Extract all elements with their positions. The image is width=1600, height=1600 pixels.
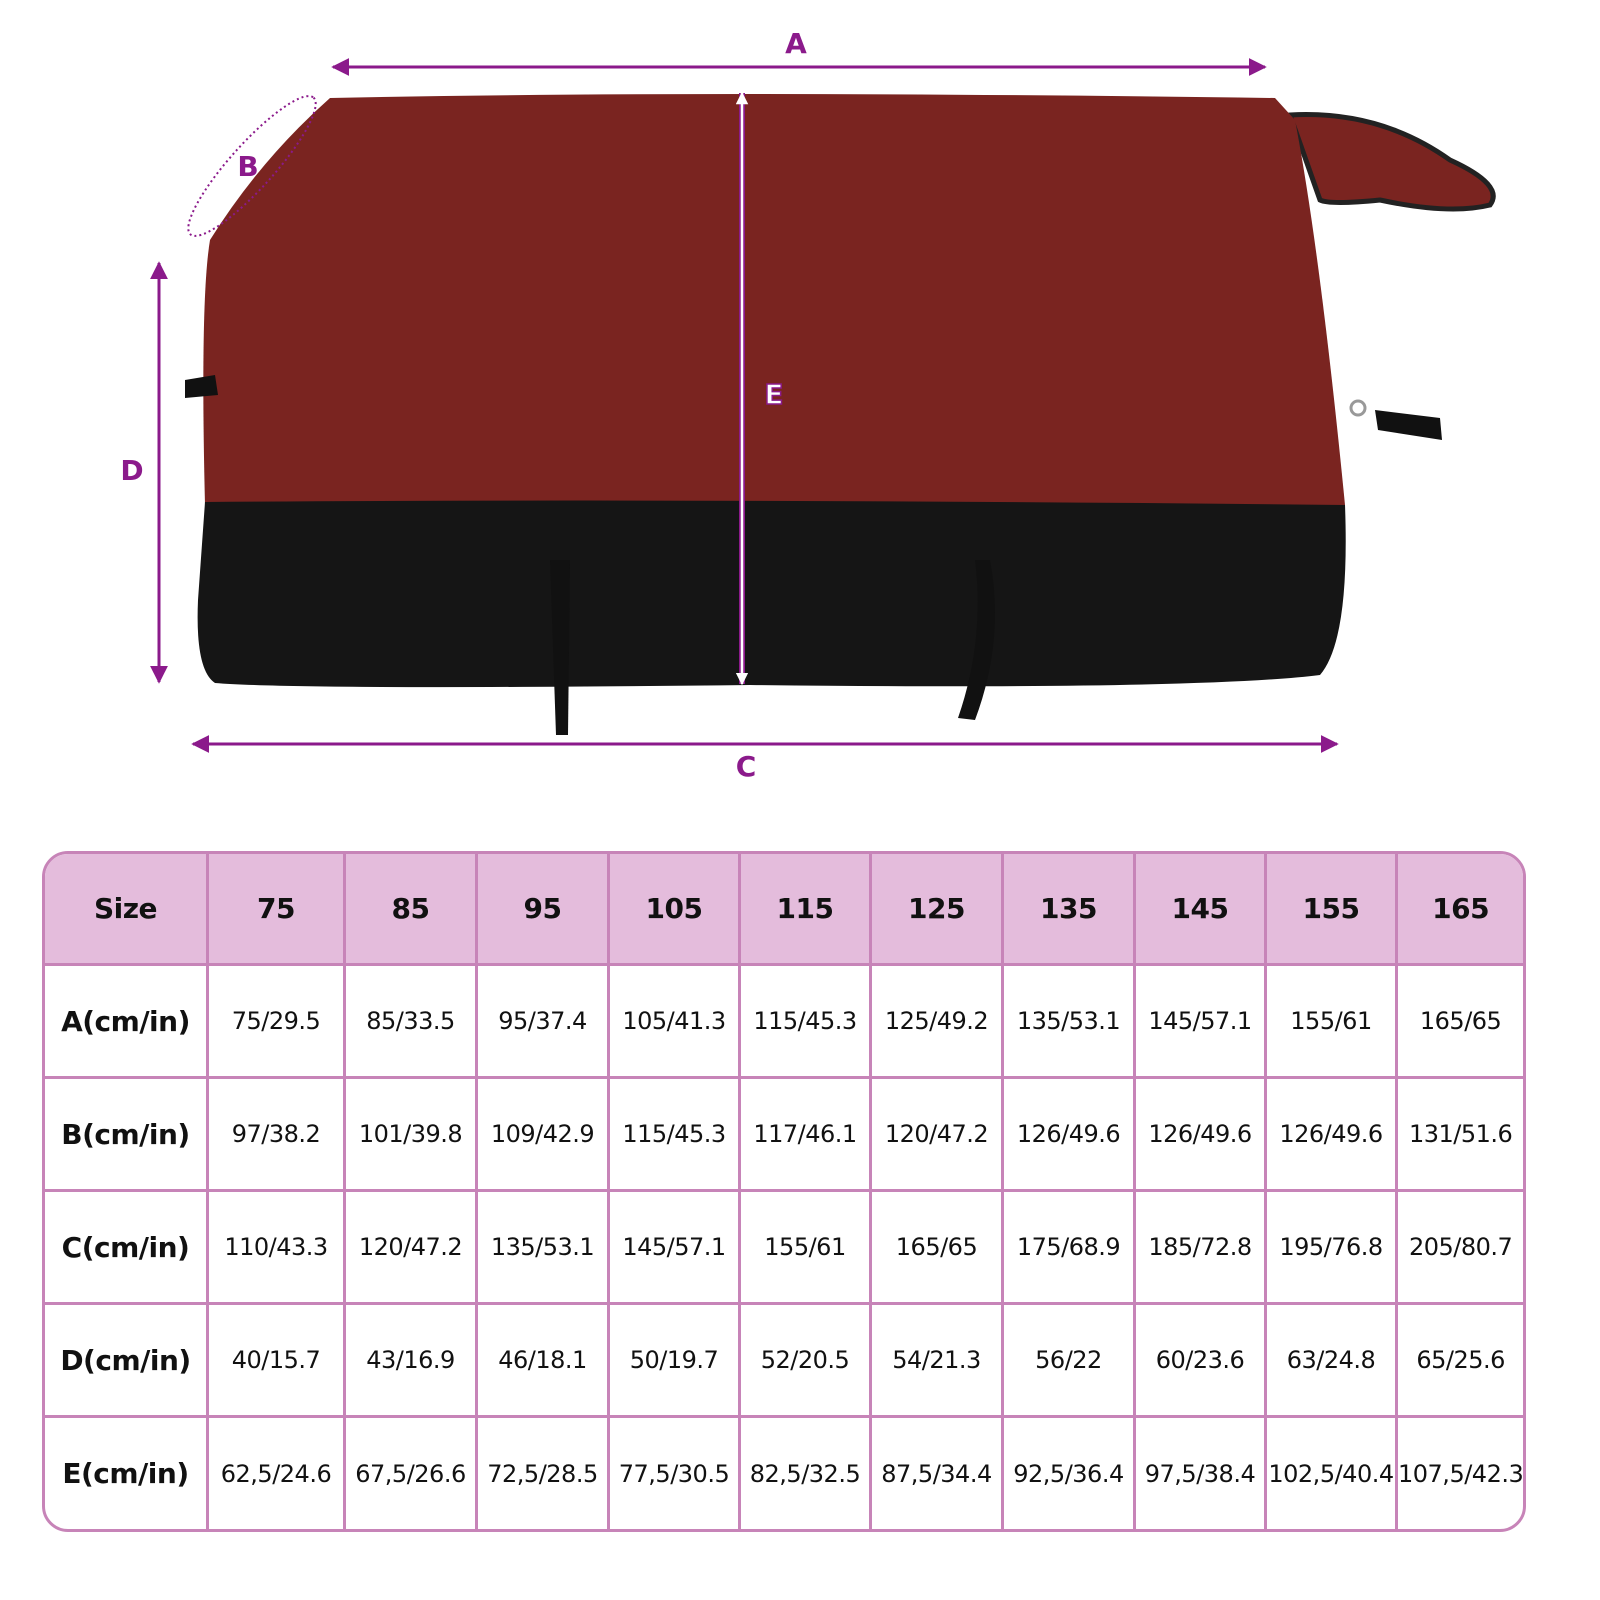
table-cell: 120/47.2 bbox=[872, 1079, 1004, 1192]
table-cell: 87,5/34.4 bbox=[872, 1418, 1004, 1529]
table-cell: 63/24.8 bbox=[1267, 1305, 1398, 1418]
table-cell: 105/41.3 bbox=[610, 966, 741, 1079]
row-label: B(cm/in) bbox=[45, 1079, 209, 1192]
row-label: D(cm/in) bbox=[45, 1305, 209, 1418]
header-size-155: 155 bbox=[1267, 854, 1398, 966]
table-cell: 135/53.1 bbox=[1004, 966, 1136, 1079]
table-cell: 43/16.9 bbox=[346, 1305, 478, 1418]
table-cell: 102,5/40.4 bbox=[1267, 1418, 1398, 1529]
table-cell: 115/45.3 bbox=[610, 1079, 741, 1192]
table-cell: 117/46.1 bbox=[741, 1079, 872, 1192]
table-cell: 95/37.4 bbox=[478, 966, 610, 1079]
header-size-165: 165 bbox=[1398, 854, 1523, 966]
row-label: C(cm/in) bbox=[45, 1192, 209, 1305]
table-cell: 60/23.6 bbox=[1136, 1305, 1267, 1418]
header-size-135: 135 bbox=[1004, 854, 1136, 966]
table-cell: 126/49.6 bbox=[1004, 1079, 1136, 1192]
table-cell: 165/65 bbox=[1398, 966, 1523, 1079]
table-cell: 185/72.8 bbox=[1136, 1192, 1267, 1305]
horse-blanket-image bbox=[185, 94, 1496, 735]
header-size-75: 75 bbox=[209, 854, 346, 966]
label-a: A bbox=[785, 27, 807, 60]
table-cell: 101/39.8 bbox=[346, 1079, 478, 1192]
label-b: B bbox=[237, 150, 258, 183]
size-table: Size 75 85 95 105 115 125 135 145 155 165 A(cm/in) 7… bbox=[42, 851, 1526, 1532]
header-size-95: 95 bbox=[478, 854, 610, 966]
table-cell: 109/42.9 bbox=[478, 1079, 610, 1192]
table-cell: 131/51.6 bbox=[1398, 1079, 1523, 1192]
table-cell: 155/61 bbox=[1267, 966, 1398, 1079]
table-cell: 75/29.5 bbox=[209, 966, 346, 1079]
table-cell: 77,5/30.5 bbox=[610, 1418, 741, 1529]
header-size-125: 125 bbox=[872, 854, 1004, 966]
table-cell: 56/22 bbox=[1004, 1305, 1136, 1418]
table-cell: 65/25.6 bbox=[1398, 1305, 1523, 1418]
table-cell: 62,5/24.6 bbox=[209, 1418, 346, 1529]
header-size-115: 115 bbox=[741, 854, 872, 966]
row-label: E(cm/in) bbox=[45, 1418, 209, 1529]
table-cell: 72,5/28.5 bbox=[478, 1418, 610, 1529]
table-cell: 165/65 bbox=[872, 1192, 1004, 1305]
label-e: E bbox=[764, 378, 783, 411]
header-size-145: 145 bbox=[1136, 854, 1267, 966]
table-cell: 175/68.9 bbox=[1004, 1192, 1136, 1305]
table-cell: 40/15.7 bbox=[209, 1305, 346, 1418]
dimension-b-ellipse bbox=[187, 95, 317, 237]
table-cell: 50/19.7 bbox=[610, 1305, 741, 1418]
table-cell: 145/57.1 bbox=[1136, 966, 1267, 1079]
table-cell: 155/61 bbox=[741, 1192, 872, 1305]
label-d: D bbox=[120, 454, 143, 487]
table-cell: 125/49.2 bbox=[872, 966, 1004, 1079]
table-cell: 107,5/42.3 bbox=[1398, 1459, 1524, 1488]
table-cell: 85/33.5 bbox=[346, 966, 478, 1079]
table-cell: 82,5/32.5 bbox=[741, 1418, 872, 1529]
table-cell: 92,5/36.4 bbox=[1004, 1418, 1136, 1529]
table-cell: 52/20.5 bbox=[741, 1305, 872, 1418]
table-cell: 46/18.1 bbox=[478, 1305, 610, 1418]
table-cell: 126/49.6 bbox=[1136, 1079, 1267, 1192]
table-cell: 97/38.2 bbox=[209, 1079, 346, 1192]
table-cell: 195/76.8 bbox=[1267, 1192, 1398, 1305]
table-cell: 54/21.3 bbox=[872, 1305, 1004, 1418]
label-c: C bbox=[736, 750, 757, 783]
table-cell: 205/80.7 bbox=[1398, 1192, 1523, 1305]
table-cell: 110/43.3 bbox=[209, 1192, 346, 1305]
table-cell: 67,5/26.6 bbox=[346, 1418, 478, 1529]
row-label: A(cm/in) bbox=[45, 966, 209, 1079]
header-size: Size bbox=[45, 854, 209, 966]
table-cell: 135/53.1 bbox=[478, 1192, 610, 1305]
header-size-85: 85 bbox=[346, 854, 478, 966]
table-cell: 145/57.1 bbox=[610, 1192, 741, 1305]
table-cell: 115/45.3 bbox=[741, 966, 872, 1079]
horse-blanket-diagram: A B C D E bbox=[120, 27, 1496, 783]
table-cell: 120/47.2 bbox=[346, 1192, 478, 1305]
table-cell: 126/49.6 bbox=[1267, 1079, 1398, 1192]
header-size-105: 105 bbox=[610, 854, 741, 966]
table-cell: 97,5/38.4 bbox=[1136, 1418, 1267, 1529]
